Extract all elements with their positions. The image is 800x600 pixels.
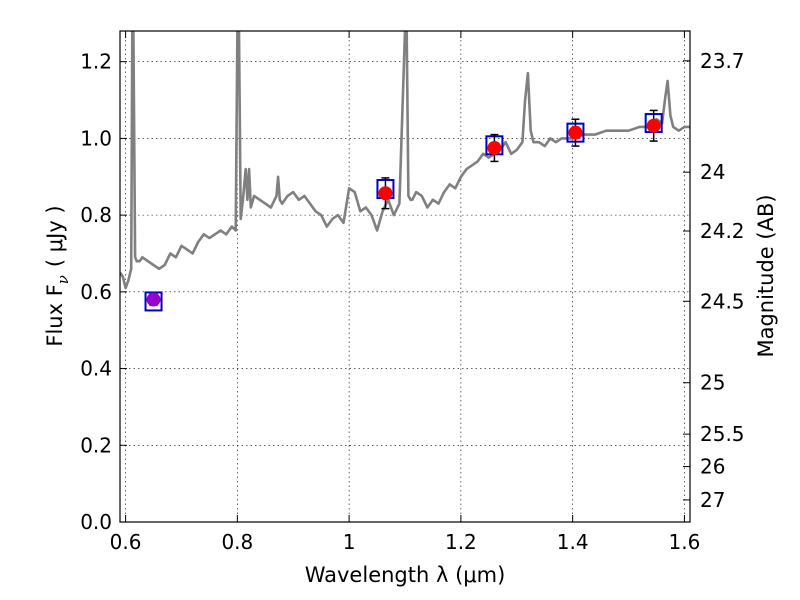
y2-tick-label: 23.7	[700, 49, 745, 73]
x-tick-label: 0.8	[221, 530, 253, 554]
plot-background	[120, 31, 690, 522]
svg-text:Flux Fν( μJy ): Flux Fν ( μJy )	[43, 205, 72, 346]
x-tick-label: 1.6	[669, 530, 701, 554]
photometry-layer	[144, 109, 663, 312]
y-tick-label: 0.2	[80, 433, 112, 457]
y-tick-label: 0.6	[80, 280, 112, 304]
y-tick-label: 1.0	[80, 126, 112, 150]
y2-axis-title: Magnitude (AB)	[754, 194, 778, 357]
y-tick-label: 0.0	[80, 510, 112, 534]
y2-tick-label: 24.2	[700, 219, 745, 243]
y2-tick-label: 24	[700, 160, 725, 184]
x-tick-label: 1.4	[557, 530, 589, 554]
tick-labels: 0.6 0.8 1 1.2 1.4 1.6 0.0 0.2 0.4 0.6 0.8 1.0 1.2 23.…	[80, 49, 744, 554]
y-tick-label: 1.2	[80, 50, 112, 74]
observed-flux-point	[146, 292, 161, 307]
y2-tick-label: 25	[700, 371, 725, 395]
x-tick-label: 1.2	[445, 530, 477, 554]
y-axis-title: Flux F	[43, 284, 67, 346]
axis-ticks	[120, 31, 690, 523]
observed-flux-point	[568, 125, 583, 140]
model-flux-box	[144, 291, 163, 312]
observed-flux-point	[646, 118, 661, 133]
y2-tick-label: 26	[700, 455, 725, 479]
spectrum-layer	[120, 31, 690, 290]
y-axis-title-group: Flux Fν ( μJy )	[43, 205, 72, 346]
y-axis-title-unit: ( μJy )	[43, 205, 67, 267]
y2-tick-label: 24.5	[700, 289, 745, 313]
y2-tick-label: 25.5	[700, 422, 745, 446]
y-axis-title-subscript: ν	[54, 275, 72, 284]
x-tick-label: 1	[343, 530, 356, 554]
observed-flux-point	[378, 186, 393, 201]
spectrum-line	[120, 31, 690, 290]
plot-frame	[119, 30, 691, 523]
x-tick-label: 0.6	[110, 530, 142, 554]
observed-flux-point	[487, 140, 502, 155]
y-tick-label: 0.8	[80, 203, 112, 227]
y-tick-label: 0.4	[80, 357, 112, 381]
y2-tick-label: 27	[700, 488, 725, 512]
x-axis-title: Wavelength λ (μm)	[305, 563, 506, 587]
